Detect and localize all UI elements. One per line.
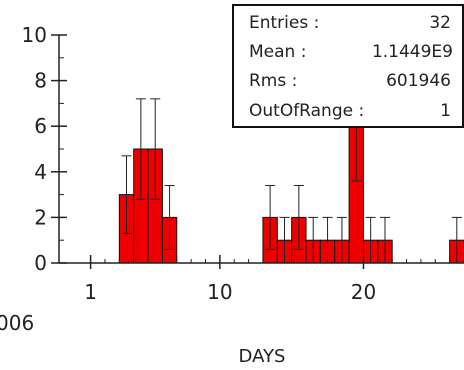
stats-entries-name: Entries : [249,13,319,33]
stats-box: Entries : 32 Mean : 1.1449E9 Rms : 60194… [232,4,464,128]
stats-outofrange-name: OutOfRange : [249,101,364,121]
x-edge-label: 006 [0,311,34,335]
y-tick-label: 6 [34,114,47,138]
bars-layer [118,70,464,264]
y-tick-label: 10 [22,23,47,47]
x-tick-label: 1 [84,280,97,304]
x-tick-label: 10 [207,280,232,304]
y-tick-label: 8 [34,69,47,93]
stats-rms-value: 601946 [386,71,451,91]
y-tick-label: 0 [34,251,47,275]
stats-rms-name: Rms : [249,71,297,91]
ticks-layer: 0 2 4 6 8 10 1 10 20 [22,23,451,304]
stats-box-frame [232,4,464,128]
stats-entries-value: 32 [429,13,451,33]
x-axis-title: DAYS [239,346,286,367]
stats-mean-name: Mean : [249,42,306,62]
y-tick-label: 4 [34,160,47,184]
stats-outofrange-value: 1 [440,101,451,121]
x-tick-label: 20 [351,280,376,304]
y-tick-label: 2 [34,205,47,229]
stats-mean-value: 1.1449E9 [372,42,453,62]
